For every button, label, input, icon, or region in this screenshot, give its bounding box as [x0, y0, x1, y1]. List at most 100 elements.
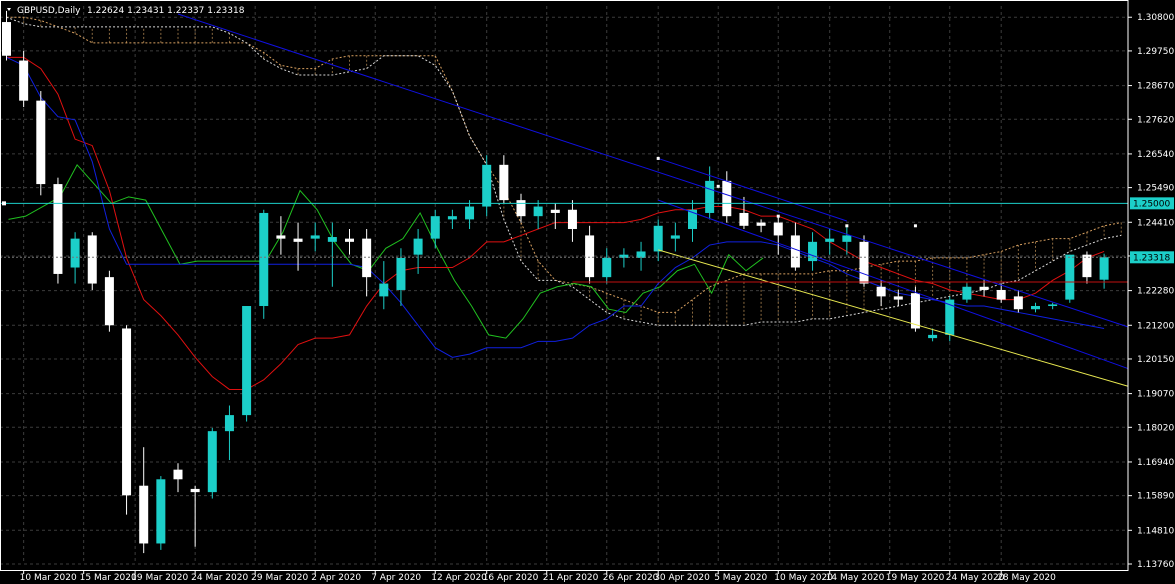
- drawn-objects[interactable]: [0, 13, 1129, 387]
- trendline-anchor-point[interactable]: [716, 184, 720, 188]
- y-tick-label: 1.22280: [1137, 287, 1174, 297]
- candle-body: [207, 431, 217, 493]
- candle-body: [447, 216, 457, 220]
- y-tick-label: 1.24410: [1137, 218, 1174, 228]
- x-tick-label: 21 Apr 2020: [543, 573, 599, 583]
- candle-body: [550, 209, 560, 213]
- trendline-anchor-point[interactable]: [913, 224, 917, 228]
- x-tick-label: 24 May 2020: [946, 573, 1005, 583]
- y-tick-label: 1.30800: [1137, 13, 1174, 23]
- candle-body: [53, 184, 63, 274]
- candle-body: [2, 22, 11, 56]
- current-price-tag-text: 1.23318: [1133, 253, 1170, 263]
- candle-body: [516, 200, 526, 217]
- candle-body: [1048, 304, 1058, 307]
- y-tick-label: 1.27620: [1137, 115, 1174, 125]
- trendline-lower[interactable]: [658, 199, 1129, 370]
- candle-body: [379, 283, 389, 297]
- grid: [0, 6, 1128, 565]
- trendline-anchor-point[interactable]: [845, 224, 849, 228]
- x-tick-label: 10 Mar 2020: [20, 573, 77, 583]
- candle-body: [122, 328, 132, 496]
- x-tick-label: 15 Mar 2020: [80, 573, 137, 583]
- y-tick-label: 1.14810: [1137, 526, 1174, 536]
- candle-body: [70, 238, 80, 268]
- y-tick-label: 1.13760: [1137, 560, 1174, 570]
- y-tick-label: 1.25490: [1137, 184, 1174, 194]
- candle-body: [790, 235, 800, 268]
- candle-body: [482, 164, 492, 207]
- candle-body: [859, 241, 869, 284]
- ohlc-label: 1.22624 1.23431 1.22337 1.23318: [87, 6, 245, 16]
- candle-body: [842, 235, 852, 242]
- x-tick-label: 10 May 2020: [774, 573, 833, 583]
- candle-body: [602, 257, 612, 278]
- candle-body: [653, 225, 663, 252]
- candle-body: [1013, 296, 1023, 310]
- level-anchor-point[interactable]: [2, 201, 6, 206]
- candle-body: [739, 212, 749, 226]
- candle-body: [396, 257, 406, 290]
- candle-body: [979, 286, 989, 290]
- x-tick-label: 12 Apr 2020: [431, 573, 487, 583]
- plot-frame: [0, 0, 1129, 571]
- horizontal-level-tag[interactable]: [1130, 197, 1174, 210]
- candle-body: [1082, 254, 1092, 278]
- candle-body: [362, 238, 372, 278]
- trendline-anchor-point[interactable]: [656, 156, 660, 160]
- candle-body: [756, 222, 766, 226]
- y-tick-label: 1.26540: [1137, 150, 1174, 160]
- x-tick-label: 19 May 2020: [886, 573, 945, 583]
- candle-body: [190, 488, 200, 493]
- candle-body: [430, 216, 440, 239]
- candle-body: [722, 180, 732, 217]
- y-tick-label: 1.20150: [1137, 355, 1174, 365]
- trendline-channel[interactable]: [658, 157, 848, 222]
- candle-body: [224, 415, 234, 432]
- candle-body: [585, 235, 595, 278]
- candle-body: [688, 209, 697, 230]
- candle-body: [893, 296, 903, 300]
- candle-body: [825, 238, 835, 242]
- candle-body: [156, 479, 166, 544]
- candle-body: [567, 209, 577, 230]
- candle-body: [499, 164, 509, 201]
- candle-body: [962, 286, 972, 300]
- trendline-anchor-point[interactable]: [776, 214, 780, 218]
- horizontal-level-tag-text: 1.25000: [1133, 199, 1170, 209]
- candles: [2, 10, 1109, 554]
- candle-body: [619, 254, 629, 258]
- y-tick-label: 1.28670: [1137, 82, 1174, 92]
- x-tick-label: 26 Apr 2020: [603, 573, 659, 583]
- x-tick-label: 5 May 2020: [714, 573, 767, 583]
- chikou-span-line: [8, 163, 764, 339]
- candle-body: [533, 206, 543, 217]
- x-tick-label: 19 Mar 2020: [131, 573, 188, 583]
- y-tick-label: 1.29750: [1137, 47, 1174, 57]
- candle-body: [259, 212, 269, 307]
- y-tick-label: 1.15890: [1137, 492, 1174, 502]
- candle-body: [996, 289, 1006, 300]
- y-tick-label: 1.21200: [1137, 321, 1174, 331]
- candle-body: [808, 241, 818, 262]
- candle-body: [104, 277, 114, 326]
- current-price-tag[interactable]: [1130, 251, 1174, 264]
- y-tick-label: 1.16940: [1137, 458, 1174, 468]
- chart-header: GBPUSD,Daily 1.22624 1.23431 1.22337 1.2…: [7, 6, 245, 16]
- chart-menu-triangle-icon[interactable]: [7, 8, 11, 11]
- x-tick-label: 30 Apr 2020: [654, 573, 710, 583]
- trendline-yellow[interactable]: [658, 249, 1129, 387]
- x-tick-label: 24 Mar 2020: [191, 573, 248, 583]
- candle-body: [910, 293, 920, 329]
- candle-body: [876, 286, 886, 297]
- trendline-upper[interactable]: [177, 13, 1129, 328]
- candle-body: [465, 206, 475, 220]
- candle-body: [242, 306, 252, 416]
- candle-body: [345, 238, 354, 242]
- y-tick-label: 1.18020: [1137, 423, 1174, 433]
- candle-body: [293, 238, 303, 242]
- x-tick-label: 16 Apr 2020: [483, 573, 539, 583]
